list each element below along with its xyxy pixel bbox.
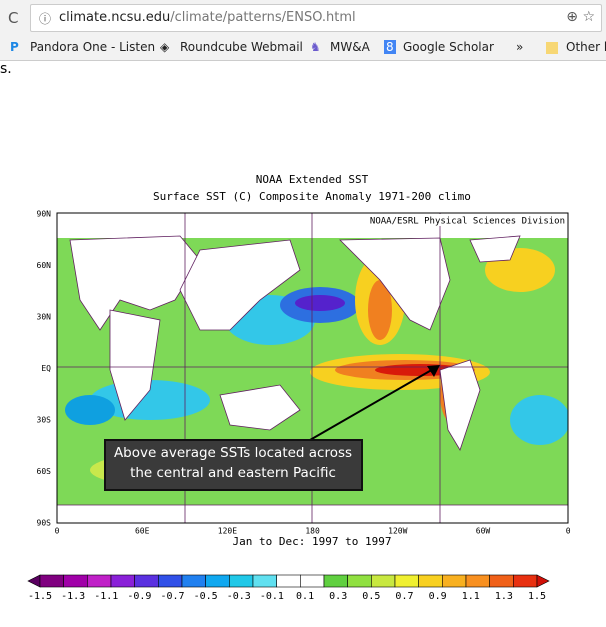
colorbar-cell — [513, 574, 538, 588]
colorbar-cell — [489, 574, 514, 588]
colorbar-label: -1.1 — [94, 591, 118, 602]
colorbar-label: -0.9 — [127, 591, 151, 602]
colorbar-label: 0.9 — [429, 591, 447, 602]
colorbar-label: -0.5 — [194, 591, 218, 602]
colorbar-cell — [87, 574, 112, 588]
colorbar-cell — [158, 574, 183, 588]
colorbar-cell — [300, 574, 325, 588]
map-period: Jan to Dec: 1997 to 1997 — [233, 535, 392, 548]
toolbar: C ⓘ climate.ncsu.edu/climate/patterns/EN… — [0, 0, 606, 36]
map-title: NOAA Extended SST — [256, 173, 369, 186]
colorbar-cell — [252, 574, 277, 588]
colorbar-label: 0.5 — [362, 591, 380, 602]
sst-map: NOAA Extended SST Surface SST (C) Compos… — [18, 168, 584, 614]
colorbar-cell — [276, 574, 301, 588]
colorbar-label: -0.1 — [260, 591, 284, 602]
colorbar-label: -0.3 — [227, 591, 251, 602]
lat-label: EQ — [41, 364, 51, 373]
colorbar-cell — [442, 574, 467, 588]
colorbar-label: 1.1 — [462, 591, 480, 602]
colorbar-cell — [371, 574, 396, 588]
lat-label: 90S — [37, 519, 52, 528]
colorbar-cell — [39, 574, 64, 588]
colorbar-label: 1.5 — [528, 591, 546, 602]
lon-label: 120W — [388, 527, 407, 536]
colorbar-label: 1.3 — [495, 591, 513, 602]
colorbar-cell — [229, 574, 254, 588]
colorbar-label: 0.3 — [329, 591, 347, 602]
colorbar-cell — [110, 574, 135, 588]
lon-label: 60W — [476, 527, 491, 536]
lat-label: 90N — [37, 210, 52, 219]
lat-label: 30N — [37, 313, 52, 322]
map-subtitle: Surface SST (C) Composite Anomaly 1971-2… — [153, 190, 471, 203]
annotation-line: Above average SSTs located across — [114, 445, 352, 461]
colorbar-cell — [181, 574, 206, 588]
lat-label: 60S — [37, 467, 52, 476]
address-bar[interactable]: ⓘ climate.ncsu.edu/climate/patterns/ENSO… — [30, 4, 602, 32]
map-credit: NOAA/ESRL Physical Sciences Division — [370, 217, 565, 227]
lon-label: 120E — [218, 527, 237, 536]
colorbar-label: -1.5 — [28, 591, 52, 602]
lon-label: 0 — [55, 527, 60, 536]
bookmark[interactable]: Google Scholar — [403, 40, 494, 54]
lon-label: 0 — [566, 527, 571, 536]
colorbar-label: -0.7 — [160, 591, 184, 602]
colorbar-cell — [465, 574, 490, 588]
colorbar-label: 0.1 — [296, 591, 314, 602]
bookmark[interactable]: MW&A — [330, 40, 370, 54]
lon-label: 180 — [305, 527, 320, 536]
colorbar-cell — [347, 574, 372, 588]
lon-label: 60E — [135, 527, 150, 536]
colorbar-label: -1.3 — [61, 591, 85, 602]
colorbar-cell — [394, 574, 419, 588]
bookmarks-bar: P Pandora One - Listen ◈ Roundcube Webma… — [0, 36, 606, 61]
colorbar-cell — [418, 574, 443, 588]
colorbar-cell — [63, 574, 88, 588]
lat-label: 60N — [37, 261, 52, 270]
lat-label: 30S — [37, 416, 52, 425]
bookmark[interactable]: Pandora One - Listen — [30, 40, 156, 54]
colorbar-cell — [323, 574, 348, 588]
colorbar-end — [536, 574, 550, 588]
url-path: /climate/patterns/ENSO.html — [170, 10, 356, 25]
bookmark[interactable]: Other b — [566, 40, 606, 54]
colorbar-cell — [205, 574, 230, 588]
colorbar-cell — [134, 574, 159, 588]
more-bookmarks[interactable]: » — [516, 40, 524, 54]
annotation-line: the central and eastern Pacific — [130, 465, 336, 481]
bookmark[interactable]: Roundcube Webmail — [180, 40, 303, 54]
colorbar-label: 0.7 — [395, 591, 413, 602]
page-text: s. — [0, 61, 12, 77]
reload[interactable]: C — [8, 9, 19, 27]
url-host: climate.ncsu.edu — [59, 10, 171, 25]
